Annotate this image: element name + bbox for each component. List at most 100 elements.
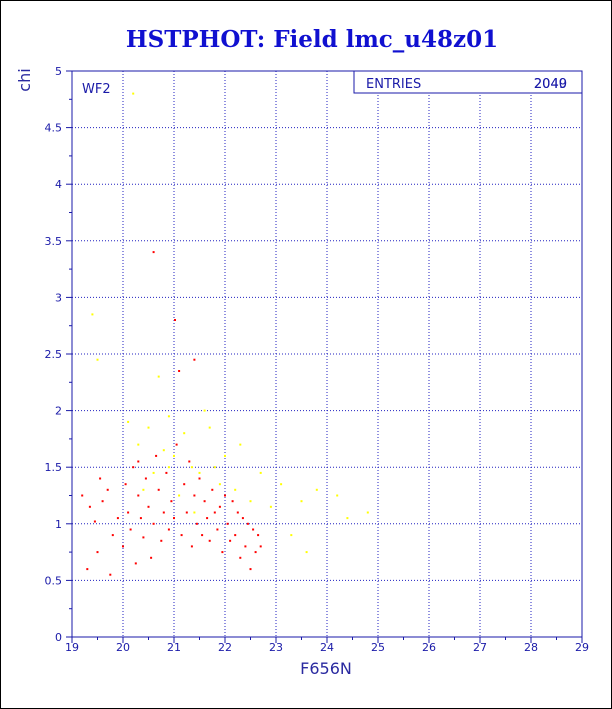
stats-box-frame	[353, 70, 583, 94]
x-tick-label: 19	[65, 641, 79, 654]
data-point	[157, 375, 160, 378]
data-point	[236, 511, 239, 514]
data-point	[137, 494, 140, 497]
stats-entries-value-overlay: 2040	[534, 77, 567, 92]
data-point	[201, 534, 204, 537]
data-point	[193, 358, 196, 361]
data-point	[175, 443, 178, 446]
x-tick-label: 27	[473, 641, 487, 654]
data-point	[203, 500, 206, 503]
data-point	[122, 545, 124, 548]
data-point	[134, 562, 137, 565]
data-point	[127, 511, 130, 514]
data-point	[152, 522, 155, 525]
series-0	[81, 251, 262, 576]
data-point	[257, 534, 260, 537]
data-point	[93, 520, 96, 523]
data-point	[206, 517, 209, 520]
data-point	[124, 483, 127, 486]
data-point	[218, 483, 221, 486]
data-point	[239, 443, 242, 446]
y-tick-label: 3	[55, 291, 62, 304]
data-point	[96, 551, 99, 554]
y-tick-label: 2	[55, 405, 62, 418]
data-point	[300, 500, 303, 503]
y-tick-label: 1.5	[45, 461, 63, 474]
data-point	[157, 488, 160, 491]
data-point	[86, 568, 89, 571]
y-axis-label: chi	[15, 68, 34, 91]
data-point	[195, 522, 198, 525]
data-point	[142, 488, 145, 491]
data-point	[183, 432, 186, 435]
y-tick-label: 4	[55, 178, 62, 191]
data-point	[144, 477, 147, 480]
chart-title: HSTPHOT: Field lmc_u48z01	[126, 26, 498, 53]
data-point	[190, 466, 193, 469]
data-point	[116, 517, 119, 520]
axis-ticks: 19 20 21 22 23 24 25 26 27 28 29 0 0.5 1 1.5 2 2.5 3 3.5 4 4…	[45, 65, 590, 654]
data-point	[239, 556, 242, 559]
data-point	[315, 488, 318, 491]
stats-entries-label: ENTRIES	[366, 77, 421, 92]
data-point	[241, 517, 244, 520]
data-point	[193, 511, 196, 514]
x-tick-label: 22	[218, 641, 232, 654]
data-point	[155, 454, 158, 457]
data-point	[229, 539, 232, 542]
data-point	[152, 471, 155, 474]
y-tick-label: 0	[55, 631, 62, 644]
data-point	[137, 460, 140, 463]
data-point	[106, 488, 109, 491]
data-point	[198, 471, 201, 474]
data-point	[188, 460, 191, 463]
x-tick-label: 21	[167, 641, 181, 654]
data-point	[160, 539, 163, 542]
data-point	[218, 505, 221, 508]
data-point	[147, 505, 150, 508]
x-tick-label: 29	[575, 641, 589, 654]
data-point	[185, 511, 188, 514]
data-point	[152, 251, 155, 254]
x-tick-label: 25	[371, 641, 385, 654]
data-point	[150, 556, 153, 559]
data-point	[99, 477, 102, 480]
data-point	[162, 511, 165, 514]
data-point	[165, 471, 168, 474]
data-point	[109, 573, 112, 576]
data-point	[174, 319, 176, 321]
data-point	[346, 517, 349, 520]
data-point	[137, 443, 140, 446]
y-tick-label: 2.5	[45, 348, 63, 361]
data-point	[167, 466, 170, 469]
data-point	[129, 528, 132, 531]
data-point	[178, 370, 181, 372]
data-point	[190, 545, 193, 548]
data-point	[132, 92, 135, 95]
data-point	[231, 500, 234, 503]
data-point	[224, 454, 226, 457]
data-point	[173, 517, 175, 520]
data-point	[183, 483, 186, 486]
data-point	[101, 500, 104, 503]
x-tick-label: 23	[269, 641, 283, 654]
data-point	[234, 488, 237, 491]
data-point	[221, 551, 224, 554]
data-point	[208, 539, 211, 542]
x-tick-label: 26	[422, 641, 436, 654]
data-point	[96, 358, 99, 361]
data-point	[213, 511, 216, 514]
data-point	[249, 500, 252, 503]
x-axis-label: F656N	[300, 659, 352, 678]
data-point	[244, 545, 247, 548]
stats-box: ENTRIES 2049 2040	[353, 70, 583, 94]
data-point	[259, 471, 262, 474]
data-point	[173, 454, 175, 457]
data-point	[81, 494, 84, 497]
data-point	[203, 409, 206, 412]
data-point	[198, 477, 201, 480]
stats-entries-value: 2049	[534, 77, 567, 92]
data-point	[211, 488, 214, 491]
y-tick-label: 1	[55, 518, 62, 531]
